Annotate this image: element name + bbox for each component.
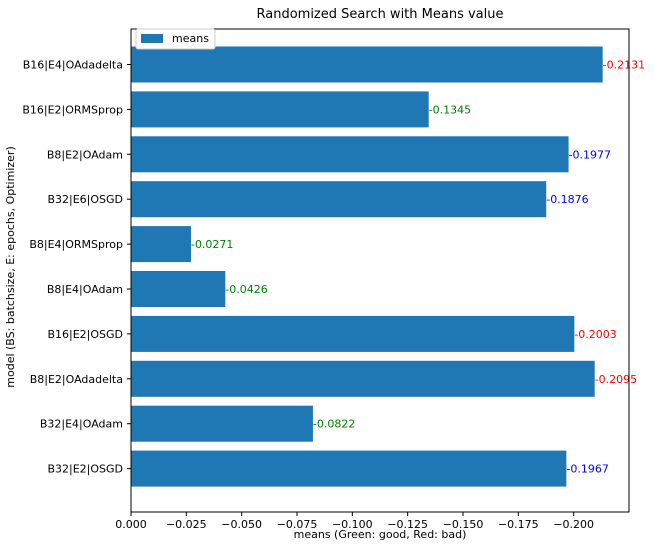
bar bbox=[131, 226, 191, 263]
legend-label-means: means bbox=[172, 32, 209, 45]
bar bbox=[131, 271, 226, 307]
y-tick-label: B32|E6|OSGD bbox=[47, 193, 123, 206]
data-label: -0.0822 bbox=[313, 418, 355, 431]
data-labels: -0.2131 -0.1345 -0.1977 -0.1876 -0.0271 -0.04… bbox=[191, 59, 645, 476]
bar bbox=[131, 91, 429, 128]
y-tick-label: B32|E4|OAdam bbox=[40, 418, 123, 431]
y-tick-labels: B16|E4|OAdadelta B16|E2|ORMSprop B8|E2|OAd… bbox=[22, 59, 131, 476]
bar bbox=[131, 46, 603, 83]
y-tick-label: B16|E2|ORMSprop bbox=[22, 103, 123, 116]
bar bbox=[131, 405, 313, 442]
bars-group bbox=[131, 46, 603, 487]
data-label: -0.0271 bbox=[191, 238, 233, 251]
data-label: -0.2095 bbox=[595, 373, 637, 386]
data-label: -0.2003 bbox=[574, 328, 616, 341]
plot-frame bbox=[130, 28, 630, 513]
data-label: -0.1967 bbox=[566, 463, 608, 476]
y-axis-label: model (BS: batchsize, E: epochs, Optimiz… bbox=[4, 146, 17, 387]
y-tick-label: B8|E2|OAdadelta bbox=[30, 373, 123, 386]
legend: means bbox=[135, 28, 216, 50]
y-tick-label: B8|E4|ORMSprop bbox=[29, 238, 123, 251]
x-tick-label: −0.200 bbox=[553, 518, 594, 531]
y-tick-label: B32|E2|OSGD bbox=[47, 463, 123, 476]
data-label: -0.1876 bbox=[546, 193, 588, 206]
x-tick-label: −0.075 bbox=[277, 518, 318, 531]
chart-title: Randomized Search with Means value bbox=[257, 7, 504, 22]
bar bbox=[131, 181, 547, 218]
x-axis-label: means (Green: good, Red: bad) bbox=[294, 528, 467, 541]
data-label: -0.1345 bbox=[429, 103, 471, 116]
y-tick-label: B8|E2|OAdam bbox=[47, 148, 123, 161]
data-label: -0.1977 bbox=[569, 148, 611, 161]
x-tick-label: −0.025 bbox=[166, 518, 207, 531]
y-tick-label: B16|E4|OAdadelta bbox=[23, 59, 123, 72]
bar bbox=[131, 315, 575, 352]
x-tick-label: −0.050 bbox=[221, 518, 262, 531]
y-tick-label: B16|E2|OSGD bbox=[47, 328, 123, 341]
x-tick-label: 0.000 bbox=[115, 518, 147, 531]
data-label: -0.0426 bbox=[225, 283, 267, 296]
x-tick-label: −0.175 bbox=[498, 518, 539, 531]
bar bbox=[131, 360, 595, 397]
y-tick-label: B8|E4|OAdam bbox=[47, 283, 123, 296]
x-tick-label: −0.100 bbox=[332, 518, 373, 531]
x-tick-label: −0.125 bbox=[387, 518, 428, 531]
x-tick-label: −0.150 bbox=[443, 518, 484, 531]
x-ticks: 0.000 −0.025 −0.050 −0.075 −0.100 −0.125 −0.15… bbox=[115, 512, 594, 531]
data-label: -0.2131 bbox=[603, 59, 645, 72]
bar bbox=[131, 450, 567, 487]
legend-swatch bbox=[141, 34, 163, 43]
bar bbox=[131, 136, 569, 173]
